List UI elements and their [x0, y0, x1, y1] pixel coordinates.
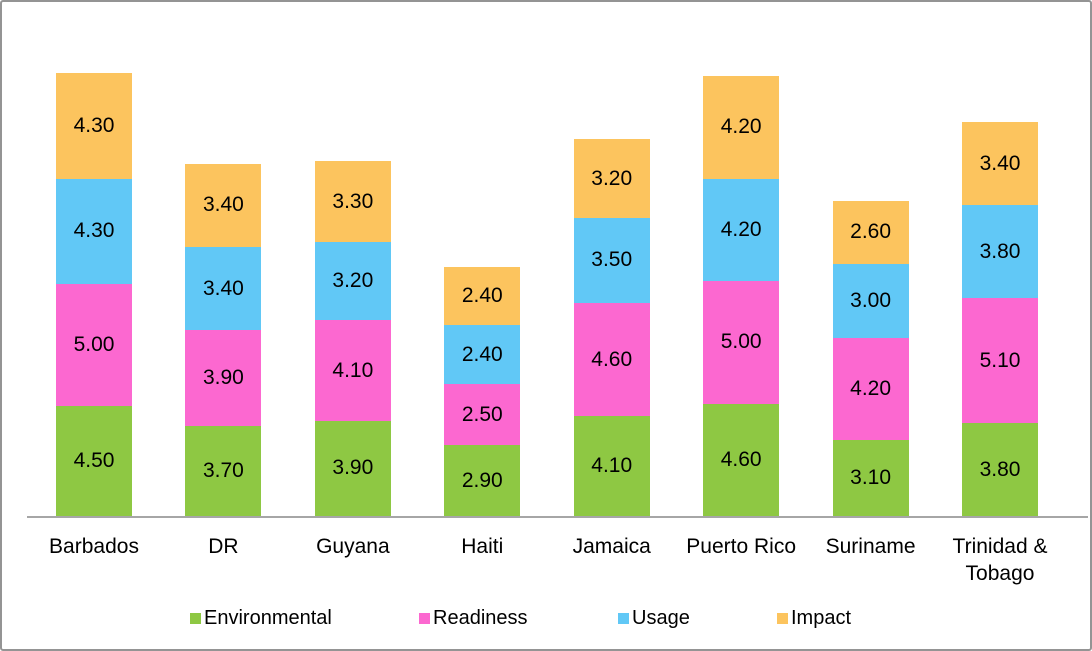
segment-value-label: 4.20 [720, 217, 762, 241]
bar-segment-readiness: 4.20 [832, 337, 909, 441]
segment-value-label: 3.70 [202, 458, 244, 482]
bar-segment-environmental: 4.10 [573, 415, 650, 516]
segment-value-label: 3.40 [202, 193, 244, 217]
bar-segment-usage: 3.50 [573, 217, 650, 304]
bar-segment-readiness: 5.00 [703, 281, 780, 404]
category-label-guyana: Guyana [316, 535, 390, 558]
usage-legend-swatch-icon [618, 612, 629, 624]
segment-value-label: 3.80 [979, 457, 1021, 481]
bar-segment-readiness: 5.10 [962, 298, 1038, 424]
segment-value-label: 4.60 [720, 447, 762, 471]
bar-segment-impact: 4.30 [56, 73, 132, 179]
segment-value-label: 4.30 [73, 219, 115, 243]
bar-segment-environmental: 3.90 [314, 420, 391, 516]
bar-segment-environmental: 2.90 [444, 445, 521, 516]
segment-value-label: 3.20 [591, 166, 633, 190]
segment-value-label: 2.60 [850, 220, 892, 244]
bar-segment-environmental: 3.70 [185, 425, 262, 516]
segment-value-label: 3.90 [332, 456, 374, 480]
bar-segment-readiness: 4.60 [573, 303, 650, 416]
legend-label: Environmental [204, 606, 332, 629]
category-label-trinidad-tobago: Trinidad & Tobago [952, 535, 1048, 585]
segment-value-label: 3.80 [979, 239, 1021, 263]
bar-segment-readiness: 5.00 [56, 283, 132, 406]
segment-value-label: 3.00 [850, 288, 892, 312]
bar-segment-usage: 2.40 [444, 325, 521, 384]
category-label-barbados: Barbados [49, 535, 139, 558]
bar-segment-readiness: 3.90 [185, 330, 262, 426]
bar-segment-readiness: 2.50 [444, 383, 521, 446]
environmental-legend-swatch-icon [190, 612, 201, 624]
bar-segment-impact: 4.20 [703, 75, 780, 179]
legend-label: Impact [791, 606, 852, 629]
bar-segment-impact: 3.30 [314, 161, 391, 243]
category-label-haiti: Haiti [461, 535, 504, 558]
bar-segment-impact: 2.40 [444, 266, 521, 326]
segment-value-label: 3.10 [850, 466, 892, 490]
segment-value-label: 3.40 [202, 276, 244, 300]
segment-value-label: 4.30 [73, 114, 115, 138]
bar-segment-usage: 3.00 [832, 264, 909, 338]
segment-value-label: 3.50 [591, 248, 633, 272]
segment-value-label: 4.20 [850, 376, 892, 400]
segment-value-label: 2.50 [461, 402, 503, 426]
legend-item-readiness: Readiness [419, 606, 528, 630]
bar-segment-impact: 2.60 [832, 200, 909, 265]
segment-value-label: 2.40 [461, 283, 503, 307]
x-axis-line [27, 516, 1088, 518]
bar-segment-usage: 4.20 [703, 178, 780, 282]
segment-value-label: 4.20 [720, 115, 762, 139]
segment-value-label: 4.50 [73, 448, 115, 472]
segment-value-label: 2.90 [461, 468, 503, 492]
bar-segment-usage: 3.40 [185, 247, 262, 331]
legend-item-environmental: Environmental [190, 606, 332, 630]
bar-segment-impact: 3.20 [573, 139, 650, 218]
bar-segment-usage: 3.20 [314, 242, 391, 321]
readiness-legend-swatch-icon [419, 612, 430, 624]
category-label-jamaica: Jamaica [572, 535, 651, 558]
segment-value-label: 4.60 [591, 347, 633, 371]
legend-label: Readiness [433, 606, 528, 629]
bar-segment-environmental: 3.10 [832, 440, 909, 516]
segment-value-label: 4.10 [332, 358, 374, 382]
bar-segment-impact: 3.40 [185, 163, 262, 248]
segment-value-label: 3.20 [332, 269, 374, 293]
category-label-suriname: Suriname [825, 535, 916, 558]
bar-segment-usage: 4.30 [56, 178, 132, 284]
segment-value-label: 3.90 [202, 365, 244, 389]
bar-segment-environmental: 3.80 [962, 423, 1038, 516]
bar-segment-impact: 3.40 [962, 122, 1038, 206]
segment-value-label: 2.40 [461, 342, 503, 366]
segment-value-label: 4.10 [591, 453, 633, 477]
segment-value-label: 3.30 [332, 189, 374, 213]
legend-item-impact: Impact [777, 606, 851, 630]
bar-segment-environmental: 4.50 [56, 405, 132, 516]
segment-value-label: 5.10 [979, 348, 1021, 372]
category-label-puerto-rico: Puerto Rico [686, 535, 796, 558]
segment-value-label: 5.00 [720, 330, 762, 354]
bar-segment-readiness: 4.10 [314, 320, 391, 421]
segment-value-label: 5.00 [73, 332, 115, 356]
bar-segment-environmental: 4.60 [703, 403, 780, 516]
impact-legend-swatch-icon [777, 612, 788, 624]
legend-item-usage: Usage [618, 606, 690, 630]
legend-label: Usage [632, 606, 690, 629]
bar-segment-usage: 3.80 [962, 205, 1038, 299]
segment-value-label: 3.40 [979, 151, 1021, 175]
category-label-dr: DR [208, 535, 239, 558]
